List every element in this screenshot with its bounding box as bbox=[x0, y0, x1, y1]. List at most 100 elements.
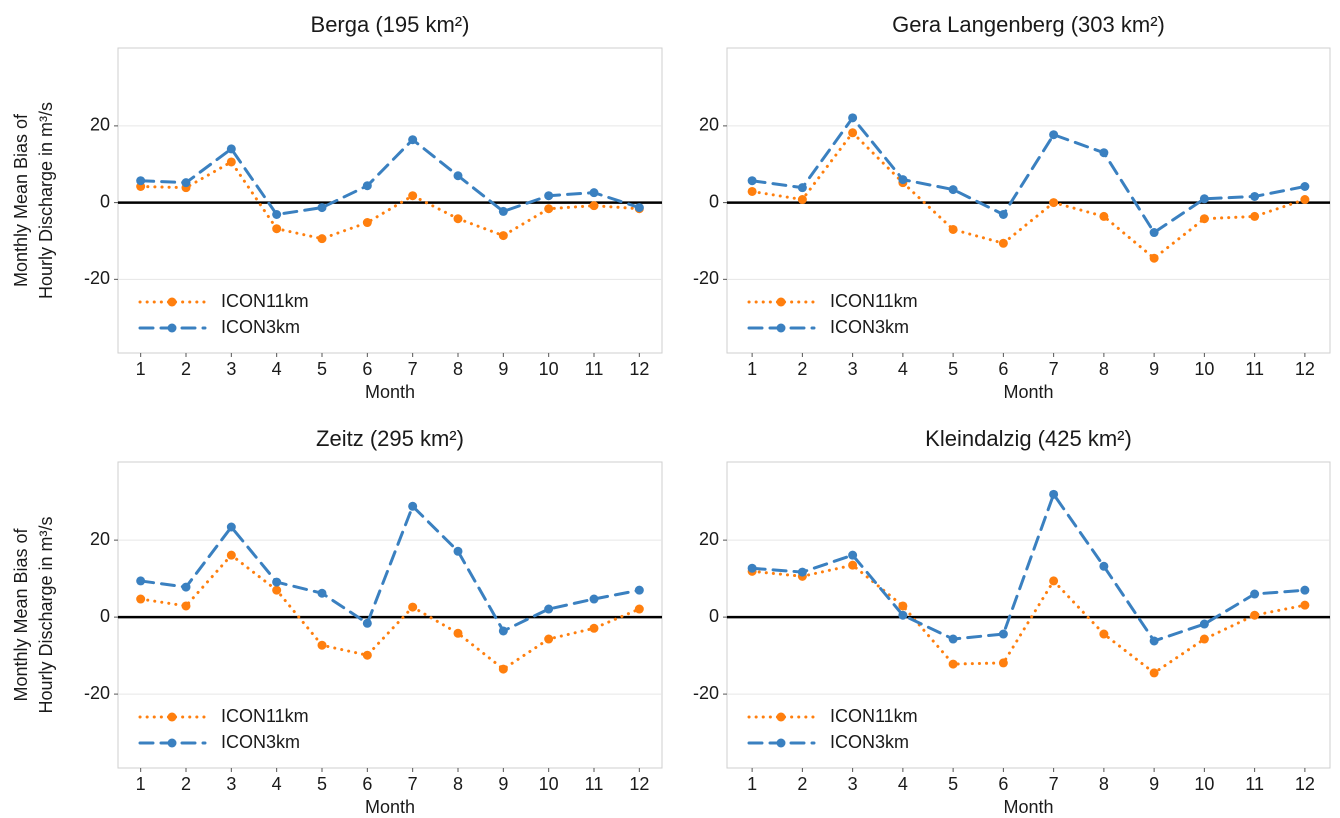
legend-label: ICON3km bbox=[221, 317, 300, 337]
series-point bbox=[898, 601, 908, 611]
series-point bbox=[634, 203, 644, 213]
legend-label: ICON11km bbox=[221, 706, 309, 726]
series-point bbox=[998, 629, 1008, 639]
series-line bbox=[750, 563, 1307, 675]
series-point bbox=[634, 585, 644, 595]
series-point bbox=[136, 576, 146, 586]
series-point bbox=[498, 206, 508, 216]
series-point bbox=[1300, 600, 1310, 610]
y-tick-label: 20 bbox=[90, 115, 110, 135]
x-tick-label: 12 bbox=[629, 774, 649, 794]
series-point bbox=[498, 664, 508, 674]
panel-border bbox=[117, 47, 663, 354]
series-point bbox=[998, 658, 1008, 668]
x-axis-label: Month bbox=[1003, 797, 1053, 817]
y-tick-label: 20 bbox=[90, 529, 110, 549]
x-axis-label: Month bbox=[365, 797, 415, 817]
x-tick-label: 3 bbox=[226, 774, 236, 794]
x-tick-label: 7 bbox=[1049, 774, 1059, 794]
series-point bbox=[948, 224, 958, 234]
x-tick-label: 6 bbox=[362, 774, 372, 794]
y-tick-label: -20 bbox=[84, 683, 110, 703]
legend-box bbox=[735, 700, 945, 760]
x-tick-label: 10 bbox=[1194, 359, 1214, 379]
legend-point bbox=[776, 297, 786, 307]
legend-point bbox=[167, 323, 177, 333]
series-point bbox=[1199, 634, 1209, 644]
series-point bbox=[998, 210, 1008, 220]
x-axis-label: Month bbox=[1003, 382, 1053, 402]
series-point bbox=[317, 234, 327, 244]
series-point bbox=[589, 201, 599, 211]
series-point bbox=[498, 626, 508, 636]
x-tick-label: 10 bbox=[1194, 774, 1214, 794]
series-point bbox=[272, 210, 282, 220]
series-point bbox=[544, 191, 554, 201]
x-tick-label: 6 bbox=[998, 359, 1008, 379]
series-point bbox=[1049, 489, 1059, 499]
series-point bbox=[1300, 585, 1310, 595]
y-axis-label: Hourly Discharge in m³/s bbox=[36, 516, 56, 713]
series-point bbox=[136, 594, 146, 604]
series-point bbox=[317, 588, 327, 598]
y-axis-label: Hourly Discharge in m³/s bbox=[36, 102, 56, 299]
series-line bbox=[750, 115, 1307, 235]
x-tick-label: 6 bbox=[998, 774, 1008, 794]
series-point bbox=[362, 181, 372, 191]
x-tick-label: 2 bbox=[797, 359, 807, 379]
x-tick-label: 1 bbox=[136, 774, 146, 794]
series-point bbox=[181, 601, 191, 611]
x-tick-label: 4 bbox=[272, 359, 282, 379]
series-point bbox=[1250, 610, 1260, 620]
series-point bbox=[848, 128, 858, 138]
legend-label: ICON3km bbox=[221, 732, 300, 752]
x-tick-label: 1 bbox=[136, 359, 146, 379]
series-line bbox=[139, 137, 641, 217]
series-line bbox=[139, 503, 641, 633]
chart-title: Gera Langenberg (303 km²) bbox=[892, 12, 1165, 37]
legend-label: ICON3km bbox=[830, 317, 909, 337]
series-point bbox=[1250, 211, 1260, 221]
series-point bbox=[1049, 130, 1059, 140]
series-point bbox=[453, 171, 463, 181]
x-tick-label: 1 bbox=[747, 359, 757, 379]
series-line bbox=[750, 491, 1307, 643]
series-point bbox=[797, 195, 807, 205]
series-point bbox=[272, 585, 282, 595]
series-point bbox=[848, 550, 858, 560]
x-tick-label: 5 bbox=[317, 359, 327, 379]
series-point bbox=[1099, 629, 1109, 639]
series-point bbox=[1199, 214, 1209, 224]
x-tick-label: 12 bbox=[1295, 774, 1315, 794]
x-tick-label: 8 bbox=[1099, 774, 1109, 794]
legend-point bbox=[167, 712, 177, 722]
series-point bbox=[181, 178, 191, 188]
series-point bbox=[1099, 148, 1109, 158]
series-point bbox=[948, 185, 958, 195]
x-tick-label: 7 bbox=[408, 774, 418, 794]
series-point bbox=[1300, 181, 1310, 191]
x-tick-label: 12 bbox=[1295, 359, 1315, 379]
legend-point bbox=[776, 738, 786, 748]
series-point bbox=[747, 176, 757, 186]
series-point bbox=[848, 560, 858, 570]
legend-point bbox=[167, 297, 177, 307]
series-point bbox=[1250, 589, 1260, 599]
chart-title: Kleindalzig (425 km²) bbox=[925, 426, 1132, 451]
x-tick-label: 2 bbox=[181, 359, 191, 379]
legend-point bbox=[776, 323, 786, 333]
series-point bbox=[589, 623, 599, 633]
panel-border bbox=[726, 461, 1331, 769]
series-point bbox=[898, 610, 908, 620]
x-tick-label: 8 bbox=[453, 359, 463, 379]
y-axis-label: Monthly Mean Bias of bbox=[11, 527, 31, 701]
x-tick-label: 5 bbox=[317, 774, 327, 794]
x-tick-label: 5 bbox=[948, 774, 958, 794]
legend-label: ICON11km bbox=[830, 291, 918, 311]
series-point bbox=[408, 191, 418, 201]
series-point bbox=[948, 634, 958, 644]
series-point bbox=[589, 594, 599, 604]
series-point bbox=[226, 522, 236, 532]
series-point bbox=[998, 238, 1008, 248]
